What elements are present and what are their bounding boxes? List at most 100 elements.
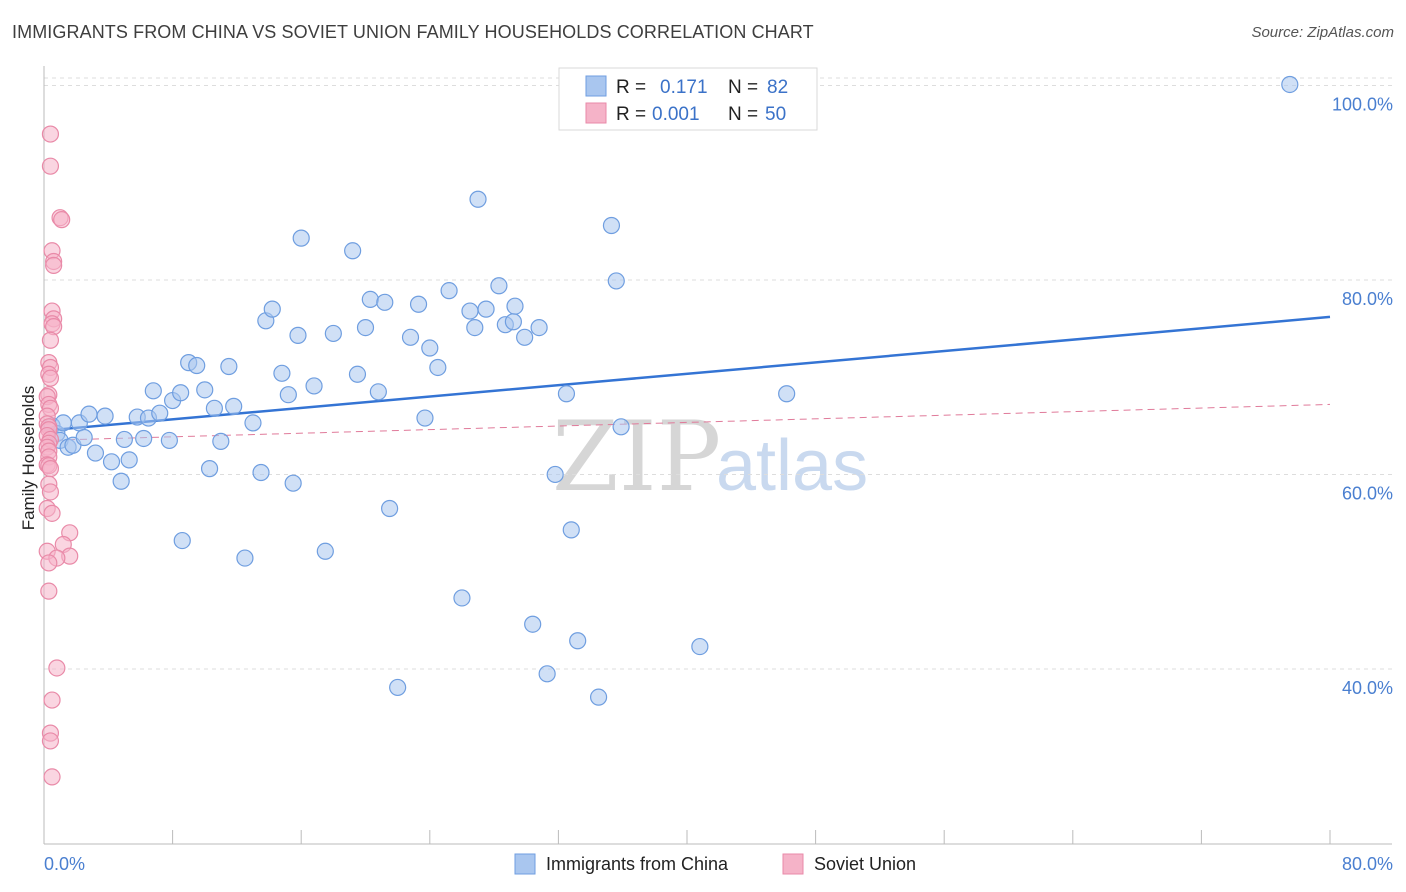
bottom-legend-swatch-soviet: [782, 853, 804, 875]
correlation-legend: R = 0.171 N = 82 R = 0.001 N = 50: [558, 67, 818, 131]
point-china: [466, 319, 484, 337]
point-china: [289, 326, 307, 344]
point-china: [477, 300, 495, 318]
gridlines: [44, 77, 1392, 670]
legend-n-label-china: N =: [728, 77, 758, 98]
bottom-legend-label-soviet: Soviet Union: [814, 854, 916, 874]
point-soviet: [40, 582, 58, 600]
point-china: [421, 339, 439, 357]
point-china: [389, 678, 407, 697]
bottom-legend-swatch-china: [514, 853, 536, 875]
point-soviet: [41, 483, 60, 501]
point-soviet: [41, 125, 60, 143]
point-china: [440, 282, 458, 300]
y-tick-label: 40.0%: [1342, 678, 1393, 698]
point-china: [1281, 75, 1299, 94]
point-china: [80, 405, 98, 423]
y-tick-labels: 40.0% 60.0% 80.0% 100.0%: [1332, 94, 1393, 698]
point-china: [292, 229, 310, 247]
point-china: [538, 665, 556, 683]
point-china: [607, 272, 625, 290]
point-soviet: [41, 732, 60, 750]
point-china: [778, 385, 796, 403]
point-china: [263, 300, 281, 318]
point-china: [401, 328, 420, 346]
y-tick-label: 60.0%: [1342, 483, 1393, 503]
point-china: [490, 277, 508, 295]
legend-r-label-soviet: R =: [616, 104, 646, 125]
point-china: [546, 465, 564, 484]
point-soviet: [43, 691, 61, 709]
point-china: [429, 358, 447, 377]
point-china: [506, 297, 524, 315]
point-soviet: [40, 554, 58, 572]
trend-line-china: [43, 315, 1331, 432]
point-china: [461, 302, 479, 320]
point-china: [205, 399, 223, 417]
point-china: [279, 386, 297, 404]
point-china: [691, 637, 709, 656]
point-china: [376, 293, 394, 311]
point-china: [469, 190, 487, 208]
point-soviet: [43, 504, 61, 522]
point-china: [244, 414, 262, 432]
point-soviet: [41, 460, 60, 478]
point-china: [160, 431, 178, 450]
point-soviet: [43, 768, 61, 786]
legend-r-value-china: 0.171: [660, 77, 708, 98]
point-china: [305, 377, 323, 395]
point-china: [284, 474, 302, 492]
point-china: [236, 549, 254, 567]
point-china: [602, 216, 621, 235]
point-china: [569, 632, 587, 650]
watermark-zip: ZIP: [552, 401, 721, 513]
point-china: [557, 385, 576, 403]
chart-title: IMMIGRANTS FROM CHINA VS SOVIET UNION FA…: [12, 22, 814, 42]
point-china: [112, 472, 130, 490]
point-china: [54, 414, 72, 432]
point-china: [612, 418, 630, 436]
point-china: [252, 463, 270, 482]
point-china: [316, 542, 334, 560]
point-china: [562, 521, 580, 539]
data-points: [38, 75, 1299, 786]
point-china: [348, 365, 367, 383]
point-china: [196, 381, 214, 399]
point-china: [115, 430, 133, 449]
trend-lines: [43, 315, 1331, 441]
point-china: [504, 313, 522, 331]
point-soviet: [41, 157, 60, 175]
point-china: [188, 356, 206, 375]
y-tick-label: 100.0%: [1332, 94, 1393, 114]
x-ticks: [43, 830, 1331, 844]
point-china: [530, 319, 548, 337]
legend-n-label-soviet: N =: [728, 104, 758, 125]
bottom-legend-label-china: Immigrants from China: [546, 854, 729, 874]
legend-r-label-china: R =: [616, 77, 646, 98]
point-china: [416, 409, 434, 427]
watermark-atlas: atlas: [716, 426, 868, 506]
x-tick-label-min: 0.0%: [44, 854, 85, 874]
point-china: [589, 688, 608, 706]
point-china: [220, 357, 238, 376]
point-china: [225, 397, 243, 415]
point-china: [75, 428, 93, 447]
y-tick-label: 80.0%: [1342, 289, 1393, 309]
point-china: [151, 404, 169, 422]
legend-swatch-china: [585, 75, 607, 97]
y-axis-label: Family Households: [19, 386, 38, 531]
point-china: [135, 429, 153, 448]
legend-n-value-soviet: 50: [765, 104, 786, 125]
point-china: [200, 460, 219, 478]
point-china: [120, 451, 138, 469]
point-china: [361, 290, 379, 308]
point-china: [172, 384, 190, 402]
point-china: [96, 407, 114, 425]
point-china: [453, 589, 471, 607]
point-china: [102, 453, 121, 471]
source-label[interactable]: Source: ZipAtlas.com: [1251, 24, 1394, 41]
point-china: [324, 324, 342, 343]
point-china: [344, 242, 362, 260]
point-china: [356, 319, 375, 337]
trend-line-soviet: [43, 403, 1331, 441]
